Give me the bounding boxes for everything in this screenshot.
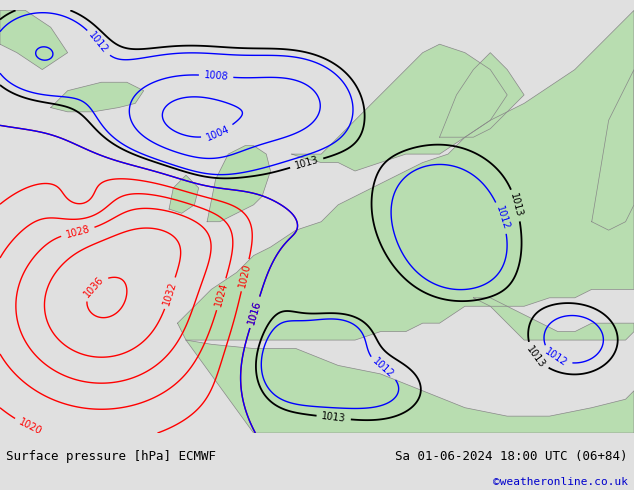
Text: Sa 01-06-2024 18:00 UTC (06+84): Sa 01-06-2024 18:00 UTC (06+84) (395, 450, 628, 463)
Polygon shape (207, 146, 271, 221)
Text: 1013: 1013 (524, 344, 547, 369)
Text: 1016: 1016 (247, 299, 263, 325)
Text: Surface pressure [hPa] ECMWF: Surface pressure [hPa] ECMWF (6, 450, 216, 463)
Text: 1013: 1013 (321, 411, 346, 424)
Text: 1012: 1012 (543, 347, 569, 369)
Polygon shape (178, 10, 634, 340)
Text: 1016: 1016 (247, 299, 263, 325)
Text: 1013: 1013 (508, 192, 524, 219)
Text: 1032: 1032 (162, 280, 179, 306)
Text: 1012: 1012 (494, 204, 510, 231)
Text: 1012: 1012 (371, 357, 396, 380)
Polygon shape (51, 82, 144, 112)
Text: 1013: 1013 (294, 155, 320, 172)
Text: 1036: 1036 (82, 274, 106, 299)
Polygon shape (292, 44, 507, 171)
Polygon shape (0, 10, 68, 70)
Polygon shape (186, 340, 634, 433)
Text: 1012: 1012 (87, 30, 110, 56)
Text: 1020: 1020 (17, 416, 43, 437)
Polygon shape (439, 52, 524, 137)
Text: 1024: 1024 (213, 281, 230, 308)
Text: ©weatheronline.co.uk: ©weatheronline.co.uk (493, 477, 628, 487)
Polygon shape (592, 70, 634, 230)
Polygon shape (169, 175, 198, 213)
Text: 1028: 1028 (65, 224, 91, 240)
Text: 1020: 1020 (238, 262, 253, 288)
Text: 1004: 1004 (204, 123, 231, 143)
Polygon shape (474, 298, 634, 340)
Text: 1008: 1008 (204, 70, 229, 82)
